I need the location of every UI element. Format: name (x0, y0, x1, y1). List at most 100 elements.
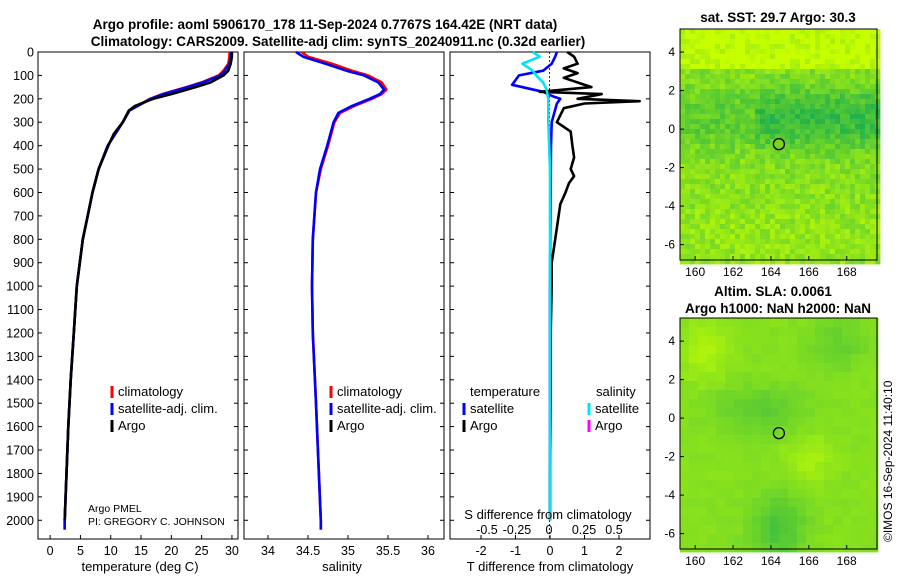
map-cell (750, 244, 756, 250)
map-cell (825, 234, 831, 240)
map-cell (725, 139, 731, 145)
map-cell (800, 79, 806, 85)
map-cell (830, 114, 836, 120)
map-cell (725, 44, 731, 50)
map-cell (797, 525, 807, 535)
map-cell (775, 154, 781, 160)
map-cell (689, 498, 699, 508)
map-cell (820, 64, 826, 70)
map-cell (685, 129, 691, 135)
map-cell (833, 498, 843, 508)
map-cell (790, 174, 796, 180)
map-cell (716, 525, 726, 535)
map-cell (775, 149, 781, 155)
map-cell (730, 79, 736, 85)
map-cell (870, 84, 876, 90)
map-cell (740, 249, 746, 255)
map-cell (770, 498, 780, 508)
map-cell (745, 124, 751, 130)
map-cell (810, 169, 816, 175)
map-cell (770, 194, 776, 200)
map-cell (780, 174, 786, 180)
map-cell (700, 114, 706, 120)
map-cell (875, 239, 881, 245)
map-cell (730, 229, 736, 235)
map-cell (715, 239, 721, 245)
map-cell (815, 179, 821, 185)
map-cell (779, 507, 789, 517)
map-cell (680, 179, 686, 185)
map-cell (865, 64, 871, 70)
map-cell (710, 44, 716, 50)
map-cell (785, 89, 791, 95)
map-cell (820, 79, 826, 85)
map-cell (860, 444, 870, 454)
map-cell (750, 114, 756, 120)
map-cell (815, 318, 825, 328)
map-cell (695, 54, 701, 60)
map-cell (795, 114, 801, 120)
map-cell (745, 214, 751, 220)
map-cell (805, 29, 811, 35)
map-cell (740, 174, 746, 180)
temperature-legend: climatology satellite-adj. clim. Argo (110, 384, 218, 433)
map-cell (725, 224, 731, 230)
map-cell (815, 390, 825, 400)
map-cell (860, 534, 870, 544)
map-cell (779, 525, 789, 535)
map-cell (850, 244, 856, 250)
map-cell (835, 179, 841, 185)
map-cell (805, 184, 811, 190)
map-cell (842, 471, 852, 481)
map-cell (780, 54, 786, 60)
map-cell (851, 363, 861, 373)
depth-tick-label: 400 (13, 139, 34, 153)
map-cell (695, 69, 701, 75)
depth-axis: 0100200300400500600700800900100011001200… (6, 46, 238, 528)
map-cell (752, 381, 762, 391)
map-cell (734, 345, 744, 355)
map-cell (730, 219, 736, 225)
map-cell (850, 64, 856, 70)
map-cell (760, 149, 766, 155)
map-cell (785, 94, 791, 100)
map-cell (752, 543, 762, 553)
map-cell (833, 345, 843, 355)
map-cell (725, 453, 735, 463)
map-cell (805, 209, 811, 215)
map-cell (720, 199, 726, 205)
map-cell (780, 89, 786, 95)
map-cell (810, 199, 816, 205)
map-cell (851, 408, 861, 418)
map-cell (797, 336, 807, 346)
map-cell (705, 69, 711, 75)
map-cell (740, 234, 746, 240)
map-cell (820, 69, 826, 75)
map-cell (870, 114, 876, 120)
map-cell (845, 119, 851, 125)
map-cell (680, 224, 686, 230)
map-cell (730, 149, 736, 155)
map-cell (835, 94, 841, 100)
map-cell (790, 209, 796, 215)
map-cell (725, 363, 735, 373)
map-cell (730, 129, 736, 135)
map-cell (730, 179, 736, 185)
map-cell (725, 189, 731, 195)
map-cell (775, 184, 781, 190)
map-cell (815, 84, 821, 90)
map-cell (842, 327, 852, 337)
map-cell (800, 209, 806, 215)
map-cell (780, 119, 786, 125)
map-cell (840, 169, 846, 175)
map-cell (850, 69, 856, 75)
map-cell (825, 104, 831, 110)
map-cell (815, 69, 821, 75)
map-cell (680, 408, 690, 418)
map-cell (800, 169, 806, 175)
map-cell (788, 372, 798, 382)
map-cell (725, 64, 731, 70)
map-cell (785, 144, 791, 150)
map-cell (760, 44, 766, 50)
